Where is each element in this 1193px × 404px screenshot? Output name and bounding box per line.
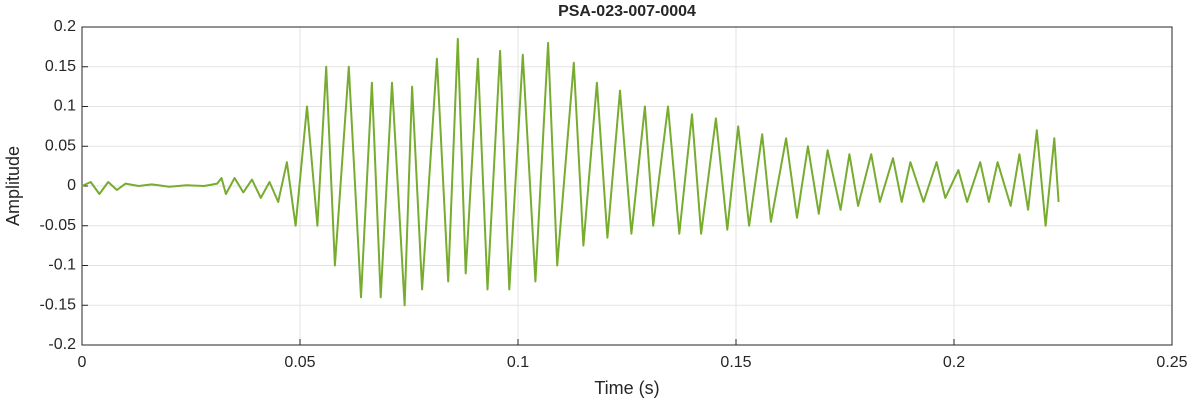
x-tick-label: 0.25 — [1156, 354, 1187, 371]
x-tick-label: 0.05 — [284, 354, 315, 371]
x-tick-label: 0 — [78, 354, 87, 371]
signal-line — [81, 37, 1060, 307]
y-tick-label: 0.1 — [54, 98, 76, 115]
x-tick-label: 0.15 — [720, 354, 751, 371]
y-axis-label: Amplitude — [3, 146, 23, 226]
y-tick-label: -0.05 — [40, 217, 77, 234]
chart-title: PSA-023-007-0004 — [558, 3, 696, 20]
y-tick-label: -0.15 — [40, 296, 77, 313]
x-tick-label: 0.1 — [507, 354, 529, 371]
x-axis-label: Time (s) — [594, 378, 659, 398]
y-tick-label: 0.2 — [54, 18, 76, 35]
y-tick-label: 0 — [67, 177, 76, 194]
y-tick-label: 0.05 — [45, 137, 76, 154]
y-tick-label: -0.2 — [48, 336, 76, 353]
x-tick-label: 0.2 — [943, 354, 965, 371]
y-tick-label: -0.1 — [48, 257, 76, 274]
y-tick-label: 0.15 — [45, 58, 76, 75]
